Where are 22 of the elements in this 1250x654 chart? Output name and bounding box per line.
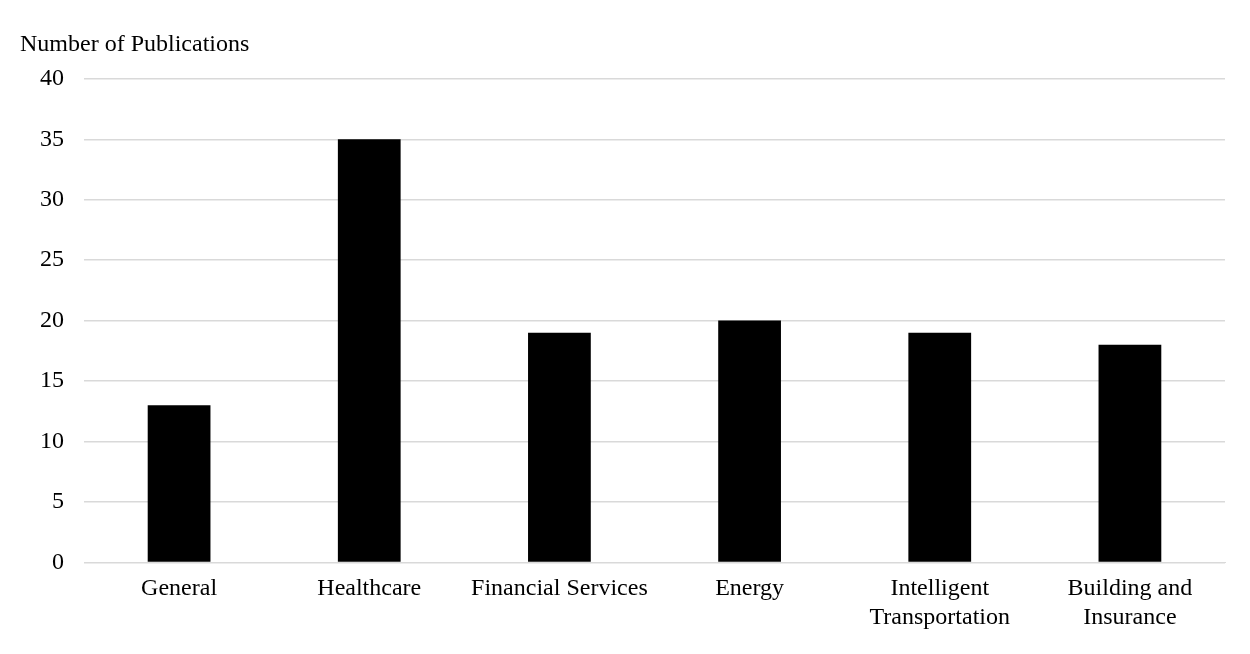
bar [337,139,401,562]
y-tick-label: 0 [52,547,64,574]
y-tick-label: 40 [40,64,64,91]
y-tick-label: 20 [40,305,64,332]
y-tick-label: 15 [40,366,64,393]
y-tick-label: 10 [40,426,64,453]
x-tick-label: General [141,574,218,601]
x-tick-label: Intelligent Transportation [869,574,1010,629]
x-tick-label: Financial Services [471,574,648,601]
bar [147,405,211,562]
bar [1098,344,1162,562]
x-tick-label: Healthcare [317,574,422,601]
bar [718,320,781,562]
y-tick-label: 30 [40,185,64,211]
x-tick-label: Building and Insurance [1067,574,1193,629]
y-tick-label: 25 [40,245,64,272]
y-tick-label: 5 [52,487,64,514]
bar [528,332,591,562]
x-tick-label: Energy [715,574,785,601]
y-tick-label: 35 [40,124,64,151]
bar [908,332,972,562]
y-axis-title: Number of Publications [20,29,250,56]
